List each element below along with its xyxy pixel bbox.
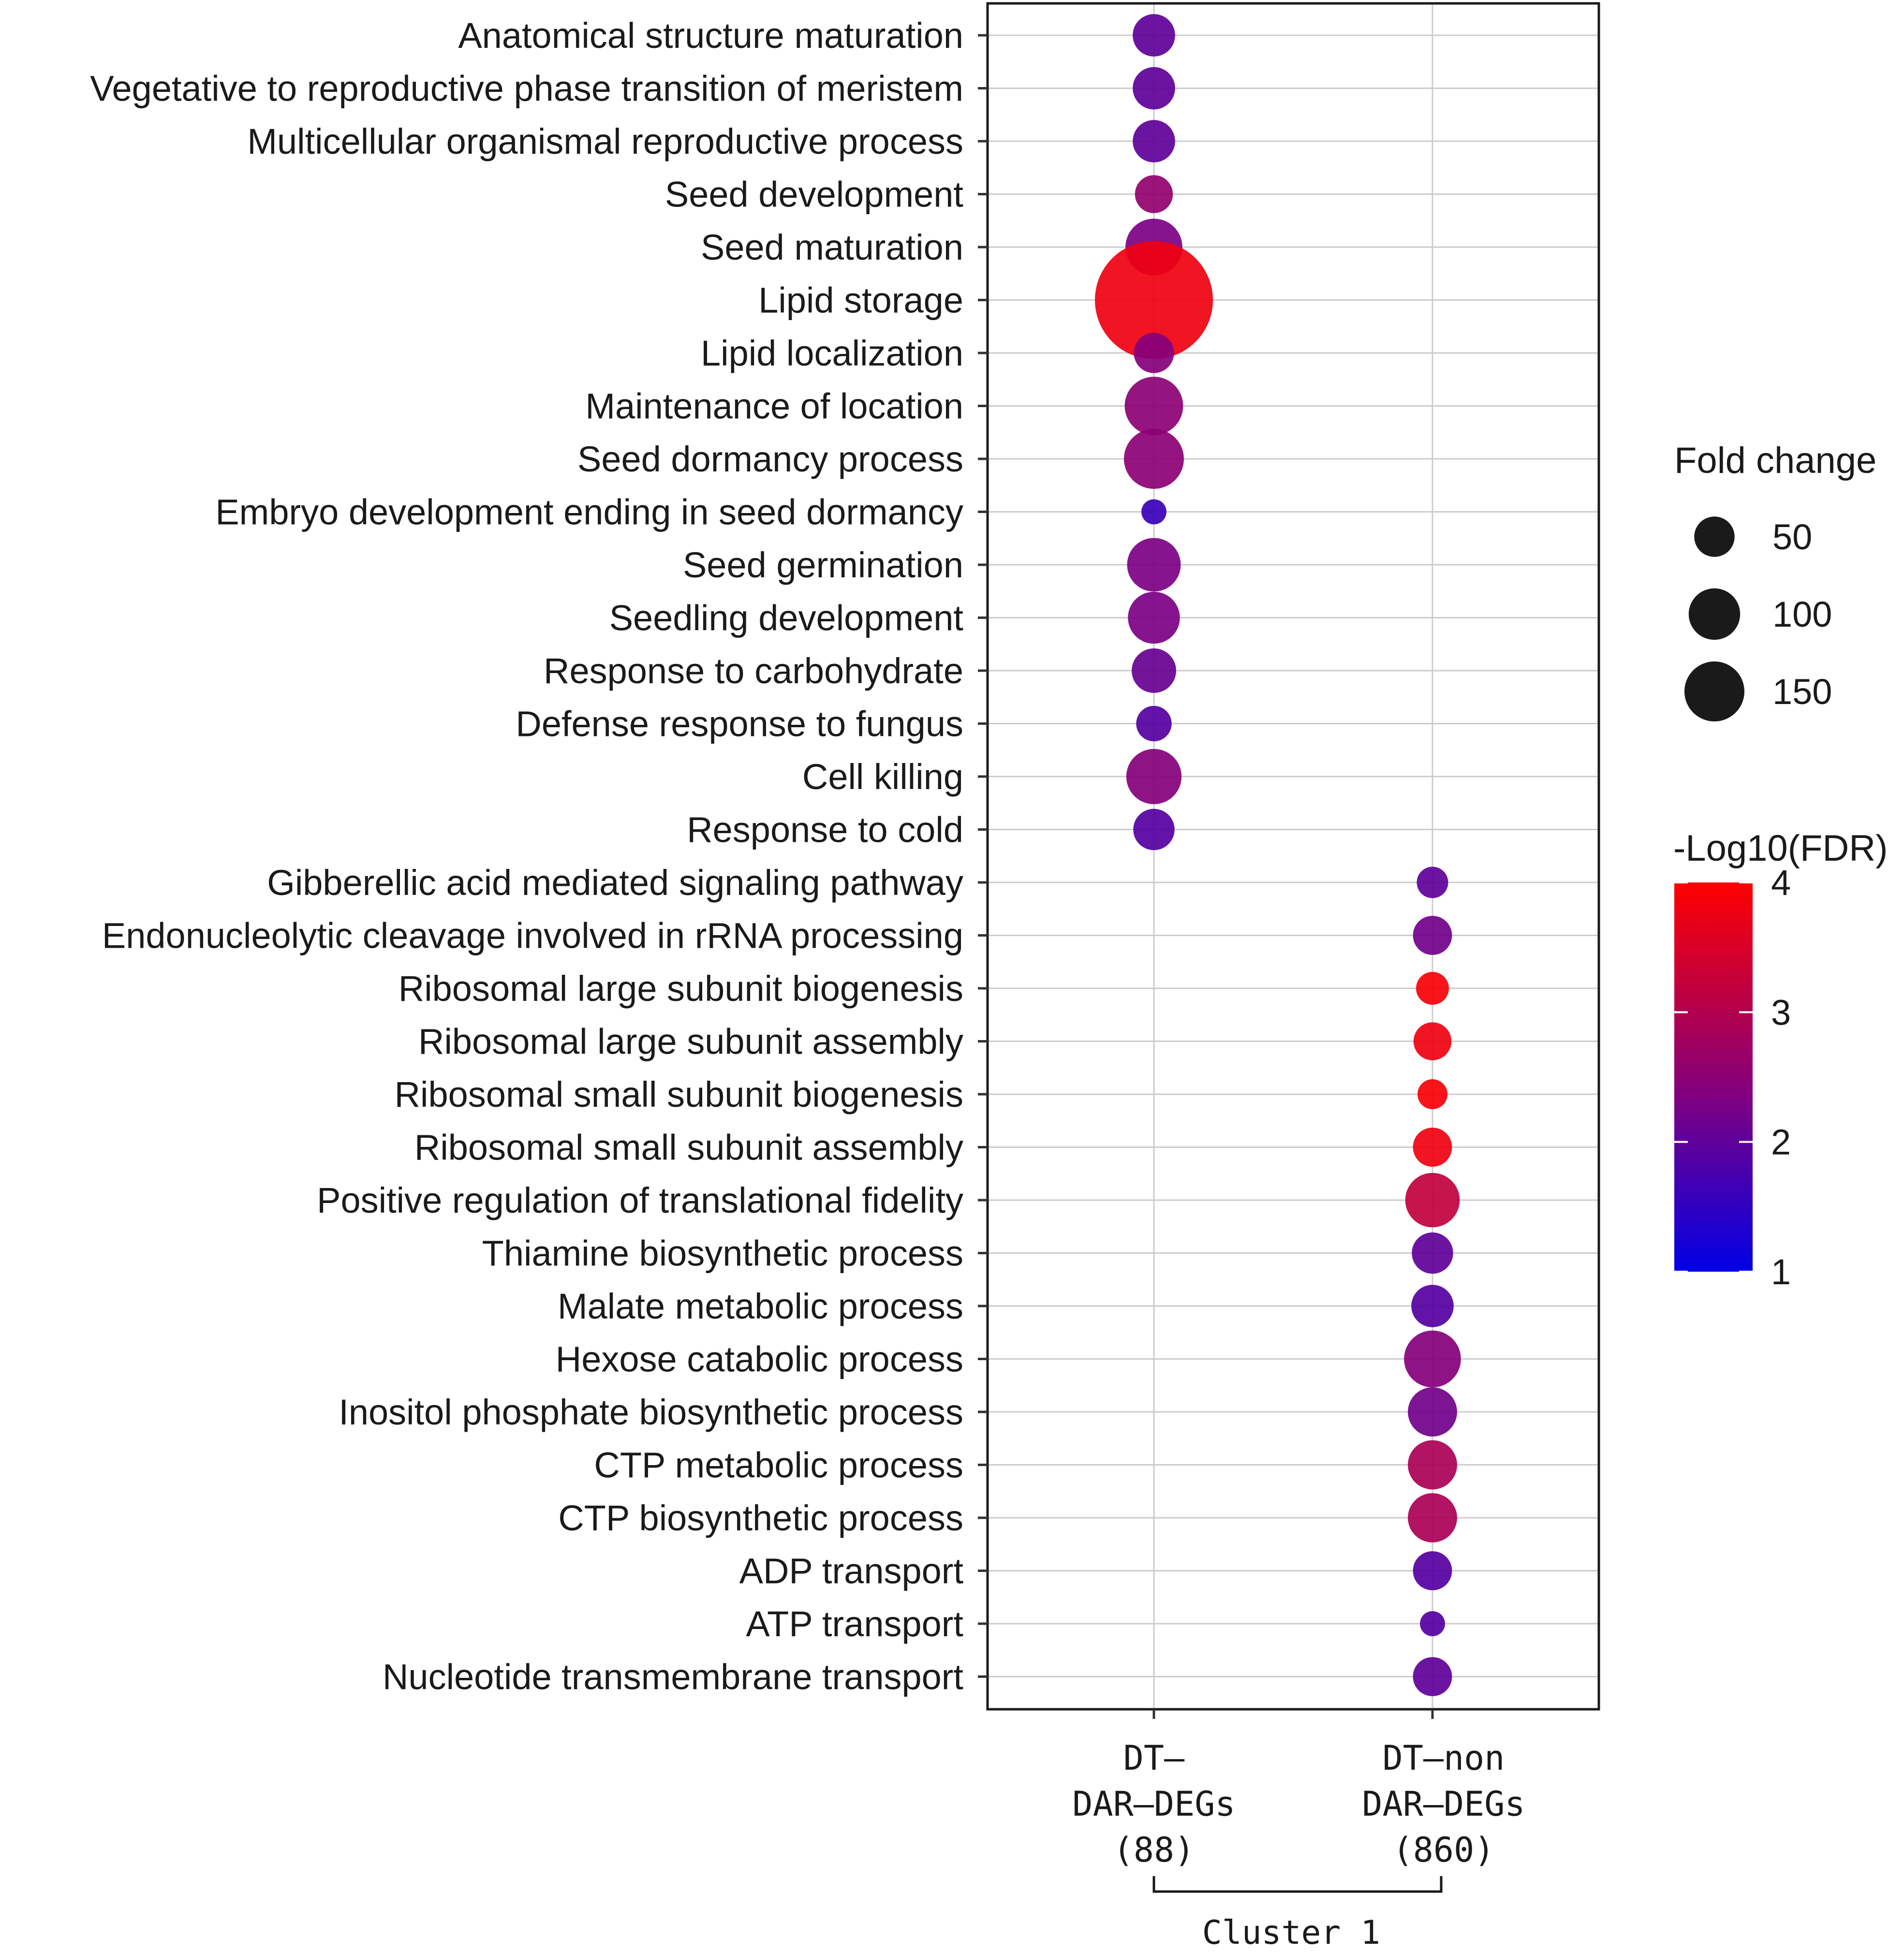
size-legend-label: 50 xyxy=(1772,517,1812,557)
data-points xyxy=(1094,14,1461,1696)
bubble-point xyxy=(1127,538,1181,592)
y-tick-label: Defense response to fungus xyxy=(516,704,963,744)
y-tick-label: Seed germination xyxy=(683,545,963,585)
y-tick-label: Maintenance of location xyxy=(585,386,963,426)
y-tick-label: Ribosomal small subunit biogenesis xyxy=(395,1074,963,1115)
y-tick-label: ADP transport xyxy=(739,1551,964,1591)
y-tick-label: CTP biosynthetic process xyxy=(558,1498,963,1538)
color-legend-title: -Log10(FDR) xyxy=(1673,828,1888,869)
size-legend-circle xyxy=(1688,588,1741,640)
size-legend-circle xyxy=(1694,516,1735,557)
panel-border xyxy=(986,2,1600,1711)
y-tick-label: Malate metabolic process xyxy=(558,1286,963,1326)
size-legend-label: 150 xyxy=(1772,672,1832,712)
y-tick-label: CTP metabolic process xyxy=(594,1445,963,1485)
bubble-point xyxy=(1124,377,1183,435)
x-label-col0-line1: DT– xyxy=(1123,1738,1185,1778)
color-legend-tick-label: 1 xyxy=(1771,1252,1791,1292)
bubble-point xyxy=(1416,972,1449,1005)
y-tick-label: Response to carbohydrate xyxy=(544,651,963,691)
bubble-point xyxy=(1404,1330,1461,1388)
bubble-point xyxy=(1132,648,1176,693)
bubble-point xyxy=(1413,1551,1452,1590)
y-tick-label: Gibberellic acid mediated signaling path… xyxy=(267,863,963,903)
gridlines xyxy=(988,3,1599,1709)
x-label-col1-line2: DAR–DEGs xyxy=(1362,1784,1525,1824)
y-tick-label: Thiamine biosynthetic process xyxy=(482,1233,963,1274)
bubble-point xyxy=(1135,175,1173,213)
y-axis: Anatomical structure maturation Vegetativ… xyxy=(90,15,988,1697)
y-tick-label: Seed dormancy process xyxy=(577,439,963,479)
bubble-point xyxy=(1408,1493,1457,1542)
color-legend-tick-label: 2 xyxy=(1771,1122,1791,1162)
bubble-point xyxy=(1413,1657,1452,1696)
color-legend-tick-label: 3 xyxy=(1771,992,1791,1032)
bubble-point xyxy=(1133,67,1175,110)
y-tick-label: Ribosomal large subunit biogenesis xyxy=(399,969,963,1009)
bubble-point xyxy=(1134,333,1174,373)
bubble-point xyxy=(1413,1022,1452,1060)
x-label-col1-line3: (860) xyxy=(1393,1830,1495,1870)
cluster-label: Cluster 1 xyxy=(1202,1914,1380,1952)
x-label-col0-line3: (88) xyxy=(1113,1830,1195,1870)
y-tick-label: Response to cold xyxy=(687,810,963,850)
bubble-point xyxy=(1417,866,1448,898)
y-tick-label: Inositol phosphate biosynthetic process xyxy=(339,1392,963,1432)
bubble-point xyxy=(1408,1387,1457,1437)
bubble-point xyxy=(1128,591,1180,644)
bubble-point xyxy=(1136,705,1172,742)
bubble-point xyxy=(1133,808,1175,851)
y-tick-label: Seed development xyxy=(665,175,964,215)
color-legend-tick-label: 4 xyxy=(1771,863,1791,903)
y-tick-label: Seedling development xyxy=(609,598,964,638)
plot-panel xyxy=(986,2,1600,1711)
y-tick-label: ATP transport xyxy=(746,1604,963,1644)
bubble-point xyxy=(1141,499,1166,525)
size-legend-label: 100 xyxy=(1772,594,1832,634)
x-label-col0-line2: DAR–DEGs xyxy=(1072,1784,1235,1824)
size-legend-circle xyxy=(1684,661,1745,722)
bubble-point xyxy=(1124,429,1184,489)
y-tick-label: Endonucleolytic cleavage involved in rRN… xyxy=(102,916,963,956)
y-tick-label: Hexose catabolic process xyxy=(556,1339,963,1380)
y-tick-label: Seed maturation xyxy=(701,227,963,267)
y-tick-label: Cell killing xyxy=(802,757,963,797)
y-tick-label: Ribosomal small subunit assembly xyxy=(414,1128,963,1168)
bubble-point xyxy=(1413,916,1452,955)
y-tick-label: Positive regulation of translational fid… xyxy=(317,1180,963,1220)
color-legend: -Log10(FDR) 1 2 3 4 xyxy=(1673,828,1888,1292)
y-tick-label: Lipid localization xyxy=(701,333,963,373)
bubble-point xyxy=(1405,1173,1460,1228)
bubble-point xyxy=(1420,1611,1445,1636)
bubble-point xyxy=(1417,1079,1447,1109)
y-tick-label: Vegetative to reproductive phase transit… xyxy=(90,69,963,109)
bubble-point xyxy=(1412,1232,1453,1274)
y-tick-label: Anatomical structure maturation xyxy=(458,15,963,56)
x-axis: DT– DAR–DEGs (88) DT–non DAR–DEGs (860) … xyxy=(1072,1709,1525,1952)
bubble-point xyxy=(1133,14,1175,57)
y-tick-label: Ribosomal large subunit assembly xyxy=(418,1022,963,1062)
size-legend-title: Fold change xyxy=(1674,440,1876,481)
bubble-point xyxy=(1413,1128,1452,1167)
y-tick-label: Multicellular organismal reproductive pr… xyxy=(247,121,963,161)
color-bar xyxy=(1674,882,1753,1272)
size-legend: Fold change 50 100 150 xyxy=(1674,440,1876,722)
y-tick-label: Embryo development ending in seed dorman… xyxy=(215,492,963,532)
x-label-col1-line1: DT–non xyxy=(1383,1738,1505,1778)
cluster-bracket xyxy=(1152,1876,1443,1893)
bubble-point xyxy=(1094,241,1213,359)
bubble-point xyxy=(1133,120,1175,162)
bubble-point xyxy=(1408,1440,1457,1490)
bubble-point xyxy=(1126,749,1182,805)
y-tick-label: Nucleotide transmembrane transport xyxy=(383,1657,963,1697)
y-tick-label: Lipid storage xyxy=(758,280,963,321)
panel-background xyxy=(988,3,1599,1709)
bubble-point xyxy=(1411,1285,1454,1327)
